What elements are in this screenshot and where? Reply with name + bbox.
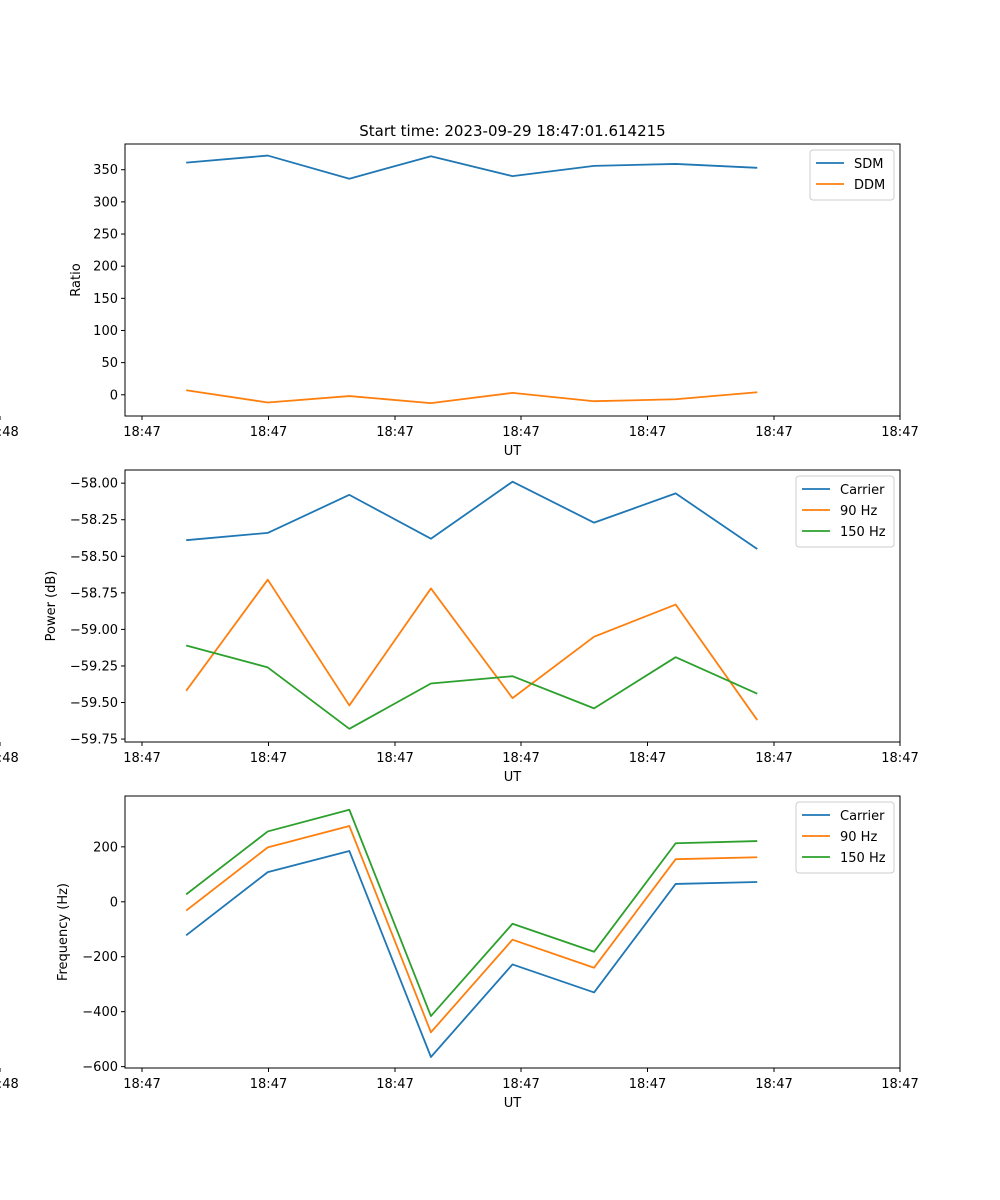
x-tick-label: 18:47 <box>376 751 413 766</box>
chart-panel-3: −600 −400 −200 0 200 18:47 18:47 18:47 18:47 18:4… <box>0 795 919 1111</box>
series-line-sdm <box>186 154 758 180</box>
y-tick-label: −58.75 <box>70 586 118 601</box>
y-tick-label: −59.50 <box>70 696 118 711</box>
y-tick-label: 0 <box>110 388 118 403</box>
y-tick-label: −200 <box>82 950 118 965</box>
legend-label: 150 Hz <box>840 851 886 866</box>
y-tick-label: 350 <box>93 163 118 178</box>
x-axis-label: UT <box>504 1096 522 1111</box>
legend: Carrier 90 Hz 150 Hz <box>795 475 895 548</box>
y-tick-label: 200 <box>93 840 118 855</box>
series-line-carrier <box>185 850 758 1058</box>
y-tick-label: −59.00 <box>70 623 118 638</box>
x-axis-label: UT <box>504 770 522 785</box>
chart-title: Start time: 2023-09-29 18:47:01.614215 <box>359 122 665 140</box>
x-tick-label: 18:47 <box>881 751 918 766</box>
y-tick-label: −400 <box>82 1005 118 1020</box>
axes-frame <box>124 143 901 417</box>
x-tick-label: 18:48 <box>0 425 19 440</box>
chart-panel-2: −59.75 −59.50 −59.25 −59.00 −58.75 −58.50 −58.… <box>0 469 919 785</box>
y-tick-label: 250 <box>93 228 118 243</box>
y-tick-label: 150 <box>93 292 118 307</box>
legend-label: SDM <box>854 157 883 172</box>
y-tick-label: −58.25 <box>70 513 118 528</box>
series-line-carrier <box>186 480 758 550</box>
x-tick-label: 18:48 <box>0 1077 19 1092</box>
y-tick-label: 100 <box>93 324 118 339</box>
x-tick-label: 18:47 <box>629 1077 666 1092</box>
y-axis-label: Frequency (Hz) <box>56 883 71 981</box>
x-tick-label: 18:47 <box>376 425 413 440</box>
legend-label: Carrier <box>840 483 885 498</box>
y-axis-label: Power (dB) <box>44 571 59 642</box>
x-tick-label: 18:47 <box>629 425 666 440</box>
y-tick-label: −59.75 <box>70 733 118 748</box>
x-tick-label: 18:47 <box>755 751 792 766</box>
series-line-90-hz <box>185 825 758 1034</box>
x-tick-label: 18:47 <box>123 751 160 766</box>
legend-label: 150 Hz <box>840 525 886 540</box>
legend-label: DDM <box>854 178 885 193</box>
x-tick-label: 18:47 <box>250 425 287 440</box>
legend: Carrier 90 Hz 150 Hz <box>795 801 895 874</box>
series-line-90-hz <box>185 578 758 721</box>
chart-panel-1: Start time: 2023-09-29 18:47:01.614215 0 5… <box>0 122 919 459</box>
y-axis-label: Ratio <box>69 263 84 296</box>
legend: SDM DDM <box>809 149 895 201</box>
x-tick-label: 18:47 <box>502 425 539 440</box>
x-tick-label: 18:47 <box>250 751 287 766</box>
x-tick-label: 18:47 <box>881 1077 918 1092</box>
series-line-150-hz <box>185 644 758 730</box>
x-tick-label: 18:47 <box>755 1077 792 1092</box>
y-tick-label: −59.25 <box>70 659 118 674</box>
y-tick-label: −58.50 <box>70 550 118 565</box>
y-tick-label: 300 <box>93 195 118 210</box>
series-line-ddm <box>186 389 758 405</box>
legend-label: 90 Hz <box>840 504 877 519</box>
x-tick-label: 18:47 <box>250 1077 287 1092</box>
x-tick-label: 18:47 <box>502 751 539 766</box>
x-tick-label: 18:47 <box>123 1077 160 1092</box>
x-tick-label: 18:47 <box>629 751 666 766</box>
x-tick-label: 18:47 <box>755 425 792 440</box>
x-tick-label: 18:47 <box>881 425 918 440</box>
legend-label: Carrier <box>840 809 885 824</box>
x-axis-label: UT <box>504 444 522 459</box>
axes-frame <box>124 469 901 743</box>
x-tick-label: 18:47 <box>502 1077 539 1092</box>
legend-box <box>795 475 895 548</box>
y-tick-label: −58.00 <box>70 477 118 492</box>
y-tick-label: 200 <box>93 260 118 275</box>
axes-frame <box>124 795 901 1069</box>
legend-label: 90 Hz <box>840 830 877 845</box>
legend-box <box>795 801 895 874</box>
x-tick-label: 18:47 <box>376 1077 413 1092</box>
y-tick-label: 0 <box>110 895 118 910</box>
x-tick-label: 18:48 <box>0 751 19 766</box>
y-tick-label: 50 <box>101 356 118 371</box>
x-tick-label: 18:47 <box>123 425 160 440</box>
y-tick-label: −600 <box>82 1060 118 1075</box>
series-line-150-hz <box>185 808 758 1017</box>
